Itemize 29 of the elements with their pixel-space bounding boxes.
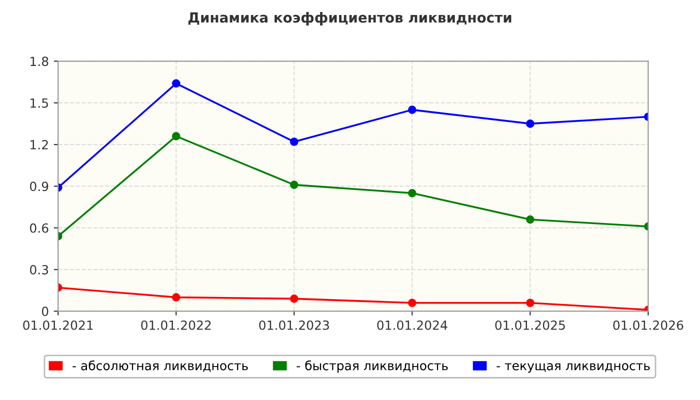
x-tick-label: 01.01.2023 bbox=[259, 320, 329, 330]
point bbox=[526, 298, 534, 308]
x-tick-label: 01.01.2024 bbox=[377, 320, 448, 330]
point bbox=[290, 180, 298, 189]
point bbox=[172, 293, 180, 302]
y-tick-label: 1.5 bbox=[30, 98, 48, 108]
x-tick-label: 01.01.2026 bbox=[613, 320, 684, 330]
point bbox=[290, 138, 298, 146]
legend-label: - быстрая ликвидность bbox=[296, 360, 448, 373]
point bbox=[526, 120, 534, 128]
point bbox=[172, 132, 180, 140]
x-tick-label: 01.01.2025 bbox=[495, 320, 565, 330]
y-tick-label: 1.8 bbox=[30, 56, 48, 66]
point bbox=[526, 215, 534, 224]
y-tick-label: 1.2 bbox=[30, 140, 48, 150]
x-tick-label: 01.01.2022 bbox=[141, 320, 211, 330]
point bbox=[408, 298, 416, 308]
legend-label: - текущая ликвидность bbox=[496, 363, 650, 373]
y-tick-label: 0.9 bbox=[30, 182, 48, 192]
legend-label: - абсолютная ликвидность bbox=[72, 360, 248, 372]
y-tick-label: 0 bbox=[42, 306, 48, 316]
point bbox=[408, 106, 416, 114]
y-tick-label: 0.3 bbox=[30, 265, 48, 274]
point bbox=[408, 188, 416, 198]
x-tick-label: 01.01.2021 bbox=[23, 320, 93, 330]
chart-title: Динамика коэффициентов ликвидности bbox=[188, 12, 512, 26]
y-tick-label: 0.6 bbox=[30, 223, 48, 233]
point bbox=[290, 294, 298, 303]
point bbox=[172, 79, 180, 88]
